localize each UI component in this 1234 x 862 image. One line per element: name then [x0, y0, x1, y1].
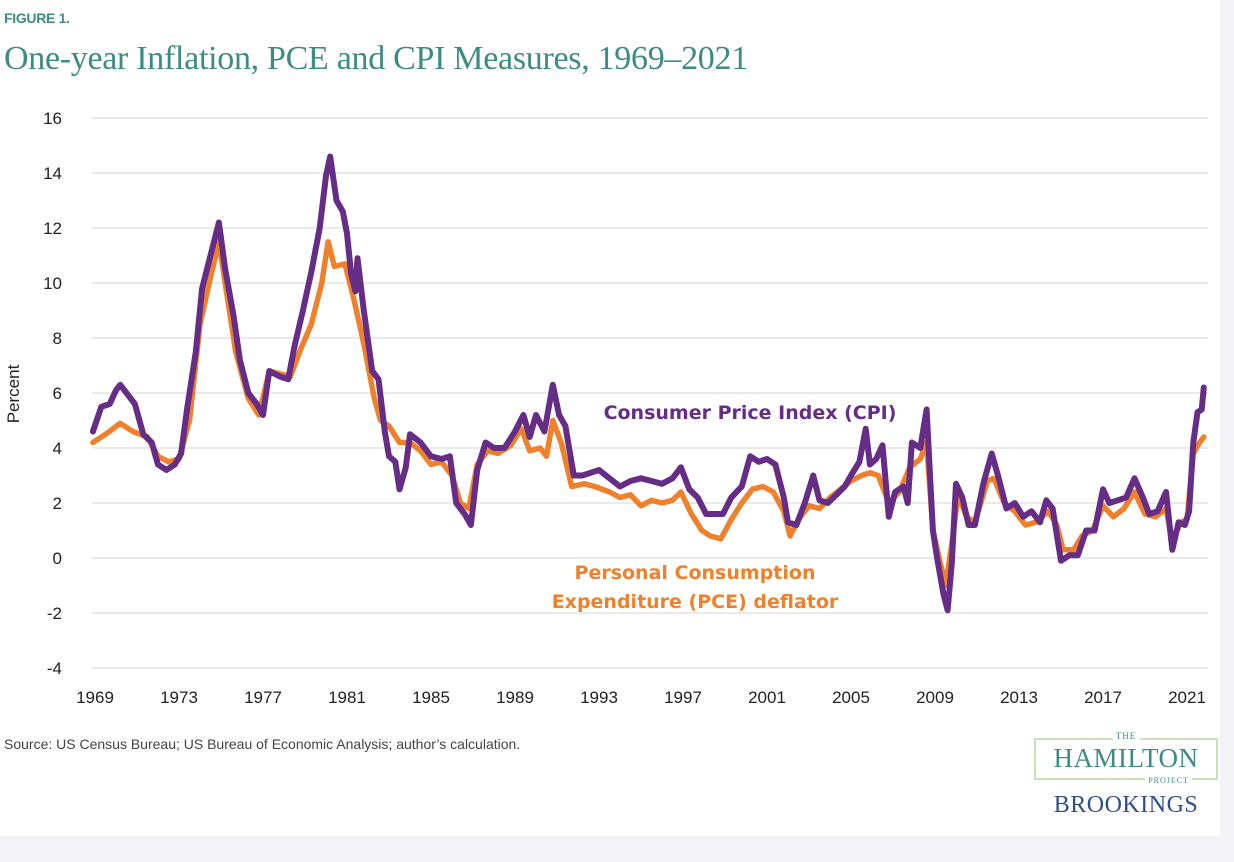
cpi-line	[89, 153, 1207, 614]
gridlines	[92, 117, 1208, 669]
x-tick-label: 2013	[1000, 688, 1038, 707]
y-axis-ticks: 16 14 12 10 8 6 4 2 0 -2 -4	[43, 109, 62, 678]
hamilton-logo-box: THE HAMILTON PROJECT	[1034, 731, 1218, 785]
y-tick-label: 2	[53, 494, 62, 513]
x-tick-label: 1989	[496, 688, 534, 707]
y-tick-label: 0	[53, 549, 62, 568]
cpi-series-label: Consumer Price Index (CPI)	[604, 402, 897, 424]
y-tick-label: -2	[47, 604, 62, 623]
y-axis-label: Percent	[4, 364, 23, 423]
y-tick-label: 4	[53, 439, 62, 458]
y-tick-label: 16	[43, 109, 62, 128]
figure-panel: FIGURE 1. One-year Inflation, PCE and CP…	[0, 0, 1220, 836]
y-tick-label: 8	[53, 329, 62, 348]
source-note: Source: US Census Bureau; US Bureau of E…	[4, 736, 521, 752]
x-tick-label: 2009	[916, 688, 954, 707]
hamilton-brookings-logo: THE HAMILTON PROJECT BROOKINGS	[1034, 731, 1218, 819]
pce-series-label: Expenditure (PCE) deflator	[552, 591, 839, 613]
y-tick-label: 12	[43, 219, 62, 238]
x-tick-label: 1969	[76, 688, 114, 707]
logo-brookings: BROOKINGS	[1053, 792, 1199, 818]
y-tick-label: 6	[53, 384, 62, 403]
pce-line	[90, 239, 1207, 589]
x-tick-label: 1973	[160, 688, 198, 707]
x-tick-label: 2005	[832, 688, 870, 707]
chart-title: One-year Inflation, PCE and CPI Measures…	[4, 40, 748, 77]
series-labels: Consumer Price Index (CPI) Personal Consu…	[552, 402, 897, 613]
x-tick-label: 1977	[244, 688, 282, 707]
x-tick-label: 2021	[1168, 688, 1206, 707]
x-tick-label: 1993	[580, 688, 618, 707]
logo-hamilton: HAMILTON	[1053, 743, 1199, 773]
pce-series-label: Personal Consumption	[575, 562, 816, 584]
x-tick-label: 2017	[1084, 688, 1122, 707]
x-axis-ticks: 1969 1973 1977 1981 1985 1989 1993 1997 2001 2005…	[76, 688, 1206, 707]
series-lines	[89, 153, 1207, 614]
y-tick-label: -4	[47, 659, 62, 678]
logo-the: THE	[1112, 731, 1140, 741]
x-tick-label: 1997	[664, 688, 702, 707]
y-tick-label: 10	[43, 274, 62, 293]
x-tick-label: 1985	[412, 688, 450, 707]
figure-label: FIGURE 1.	[4, 10, 70, 26]
y-tick-label: 14	[43, 164, 62, 183]
logo-project: PROJECT	[1145, 776, 1192, 785]
x-tick-label: 2001	[748, 688, 786, 707]
x-tick-label: 1981	[328, 688, 366, 707]
